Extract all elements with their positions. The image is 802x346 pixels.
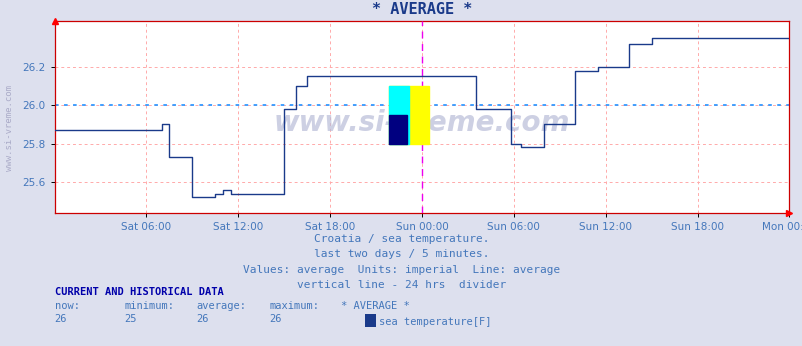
Text: 26: 26 — [55, 315, 67, 325]
Text: * AVERAGE *: * AVERAGE * — [341, 301, 410, 311]
Text: last two days / 5 minutes.: last two days / 5 minutes. — [314, 249, 488, 259]
Text: CURRENT AND HISTORICAL DATA: CURRENT AND HISTORICAL DATA — [55, 287, 223, 297]
Title: * AVERAGE *: * AVERAGE * — [371, 2, 472, 17]
Text: maximum:: maximum: — [269, 301, 318, 311]
Text: average:: average: — [196, 301, 246, 311]
Bar — [388, 86, 429, 144]
Text: now:: now: — [55, 301, 79, 311]
Bar — [388, 86, 408, 144]
Text: Croatia / sea temperature.: Croatia / sea temperature. — [314, 234, 488, 244]
Text: www.si-vreme.com: www.si-vreme.com — [273, 109, 569, 137]
Text: 25: 25 — [124, 315, 137, 325]
Text: 26: 26 — [196, 315, 209, 325]
Bar — [388, 115, 407, 144]
Text: vertical line - 24 hrs  divider: vertical line - 24 hrs divider — [297, 280, 505, 290]
Text: sea temperature[F]: sea temperature[F] — [379, 318, 491, 327]
Text: Values: average  Units: imperial  Line: average: Values: average Units: imperial Line: av… — [242, 265, 560, 275]
Text: www.si-vreme.com: www.si-vreme.com — [5, 85, 14, 171]
Text: minimum:: minimum: — [124, 301, 174, 311]
Text: 26: 26 — [269, 315, 282, 325]
